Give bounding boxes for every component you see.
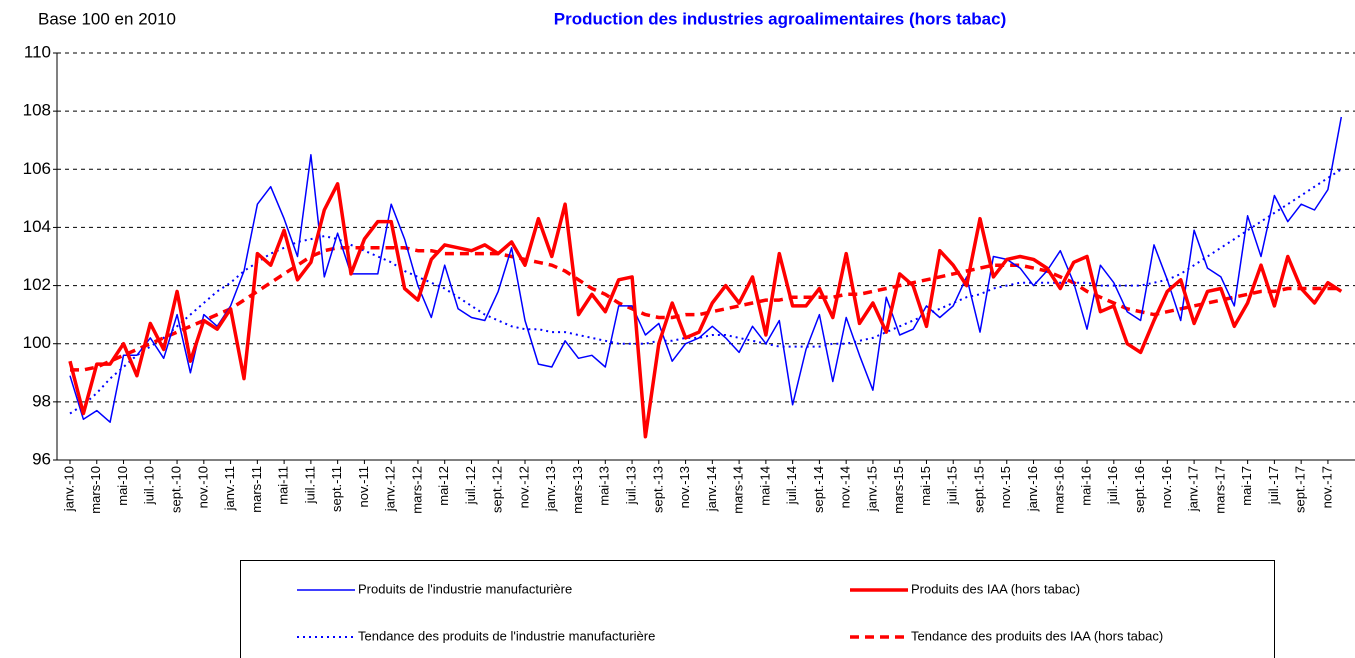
y-axis-label: Base 100 en 2010 [38,9,176,28]
x-tick-label: janv.-10 [61,466,76,512]
x-tick-label: mars-10 [88,466,103,514]
x-tick-label: nov.-10 [195,466,210,508]
x-tick-label: sept.-17 [1293,466,1308,513]
x-tick-label: sept.-15 [971,466,986,513]
legend-label: Produits des IAA (hors tabac) [911,581,1080,596]
x-tick-label: mars-17 [1212,466,1227,514]
x-tick-label: mai-15 [918,466,933,506]
x-tick-label: nov.-12 [516,466,531,508]
y-tick-label: 108 [23,101,51,120]
x-tick-label: nov.-16 [1159,466,1174,508]
x-tick-label: sept.-14 [811,466,826,513]
x-tick-label: juil.-10 [142,466,157,505]
x-tick-label: sept.-16 [1132,466,1147,513]
x-tick-label: mai-14 [757,466,772,506]
y-tick-label: 110 [24,42,51,61]
x-tick-label: mai-16 [1078,466,1093,506]
series-line [70,246,1342,372]
x-tick-label: janv.-16 [1025,466,1040,512]
x-tick-label: mai-11 [276,466,291,505]
x-tick-label: janv.-11 [222,466,237,511]
x-tick-label: janv.-15 [864,466,879,512]
series-line [68,182,1343,439]
x-tick-label: janv.-12 [383,466,398,512]
x-tick-label: sept.-10 [168,466,183,513]
x-tick-label: janv.-14 [704,466,719,512]
x-tick-label: juil.-16 [1105,466,1120,505]
x-tick-label: janv.-17 [1186,466,1201,512]
x-tick-label: juil.-12 [463,466,478,505]
y-tick-label: 100 [23,333,51,352]
x-tick-label: juil.-14 [784,466,799,505]
y-tick-label: 96 [32,449,51,468]
x-tick-label: mars-13 [570,466,585,514]
x-tick-label: juil.-11 [302,466,317,504]
x-tick-label: mars-16 [1052,466,1067,514]
x-tick-label: nov.-13 [677,466,692,508]
y-tick-label: 106 [23,159,51,178]
x-tick-label: juil.-13 [623,466,638,505]
legend-label: Produits de l'industrie manufacturière [358,581,572,596]
x-tick-label: nov.-14 [838,466,853,508]
x-tick-label: mai-10 [115,466,130,506]
series-line [69,168,1342,415]
x-tick-label: mars-12 [409,466,424,514]
x-tick-label: sept.-13 [650,466,665,513]
x-tick-label: nov.-15 [998,466,1013,508]
x-tick-label: mars-11 [249,466,264,513]
x-tick-label: janv.-13 [543,466,558,512]
x-tick-label: mars-15 [891,466,906,514]
x-tick-label: mars-14 [731,466,746,514]
legend-box [240,560,1275,658]
x-tick-label: mai-12 [436,466,451,506]
y-tick-label: 102 [23,275,51,294]
x-tick-label: juil.-17 [1266,466,1281,505]
x-tick-label: sept.-11 [329,466,344,512]
legend-label: Tendance des produits de l'industrie man… [358,628,655,643]
x-tick-label: mai-17 [1239,466,1254,506]
chart-title: Production des industries agroalimentair… [554,9,1007,28]
x-tick-label: juil.-15 [945,466,960,505]
legend-label: Tendance des produits des IAA (hors taba… [911,628,1163,643]
x-tick-label: mai-13 [597,466,612,506]
x-tick-label: nov.-17 [1319,466,1334,508]
x-tick-label: nov.-11 [356,466,371,507]
x-tick-label: sept.-12 [490,466,505,513]
y-tick-label: 98 [32,391,51,410]
series-line [69,116,1343,423]
y-tick-label: 104 [23,217,51,236]
